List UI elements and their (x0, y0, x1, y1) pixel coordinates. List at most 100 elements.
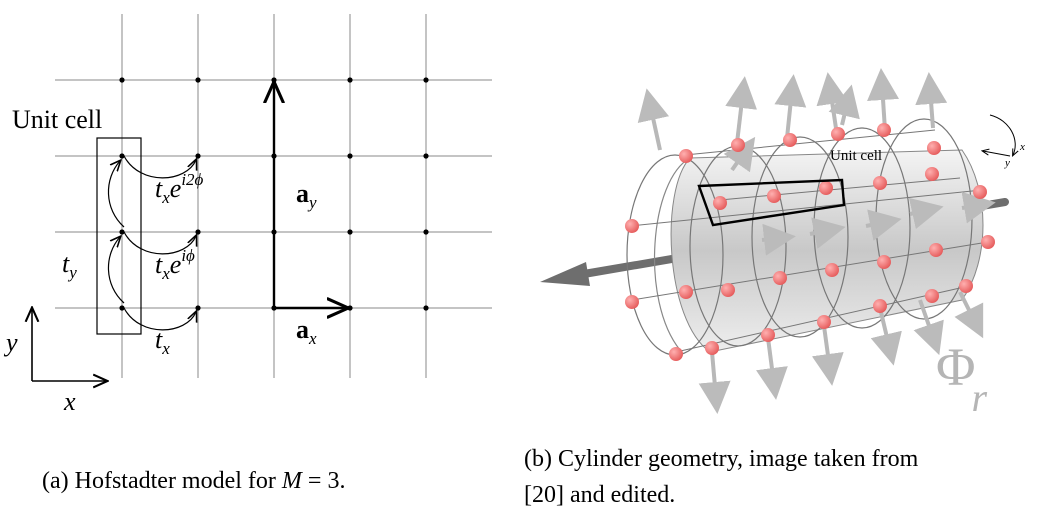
site (929, 243, 943, 257)
caption-a-text: (a) Hofstadter model for (42, 468, 282, 494)
site (925, 167, 939, 181)
spin-arrow (954, 291, 984, 339)
hofstadter-lattice-diagram: Unit cell tx txeiϕ txei2ϕ ty (3, 14, 492, 416)
hop-x-phase1-label: txeiϕ (155, 246, 195, 283)
site (825, 263, 839, 277)
lattice-site (195, 77, 201, 83)
lattice-site (119, 77, 125, 83)
lattice-site (195, 229, 201, 235)
lattice-site (423, 153, 429, 159)
spin-arrow (774, 74, 807, 139)
longitude-line (719, 177, 961, 201)
lattice-site (195, 305, 201, 311)
site (873, 299, 887, 313)
spin-arrow (637, 88, 670, 151)
site (721, 283, 735, 297)
unit-cell-label: Unit cell (12, 105, 102, 134)
spin-arrow (961, 191, 996, 224)
spin-arrow (809, 217, 846, 249)
lattice-site (347, 153, 353, 159)
site (783, 133, 797, 147)
site (877, 123, 891, 137)
vector-ax-label: ax (296, 315, 317, 348)
spin-arrow (761, 223, 796, 256)
caption-a-suffix: = 3. (301, 468, 346, 494)
site (981, 235, 995, 249)
lattice-site (423, 229, 429, 235)
vector-ay-label: ay (296, 179, 317, 212)
spin-arrow (915, 72, 948, 129)
caption-a: (a) Hofstadter model for M = 3. (42, 463, 345, 499)
hopping-x-arcs (123, 155, 196, 331)
site (817, 315, 831, 329)
site (679, 285, 693, 299)
lattice-site (347, 77, 353, 83)
axis-indicator-x-arc (989, 114, 1015, 155)
site (761, 328, 775, 342)
axis-y-label: y (3, 328, 18, 357)
site (973, 185, 987, 199)
hop-x-arc (123, 307, 196, 331)
lattice-site (119, 153, 125, 159)
unit-cell-box (697, 178, 846, 227)
site (959, 279, 973, 293)
spin-arrow (865, 209, 902, 241)
hop-y-arc-lower (107, 237, 125, 304)
coordinate-axes (32, 309, 106, 381)
axis-indicator-y-arrow (983, 151, 1011, 157)
spin-arrow (725, 76, 758, 144)
cylinder-sites (625, 123, 995, 361)
hofstadter-panel: Unit cell tx txeiϕ txei2ϕ ty (0, 0, 500, 519)
spin-arrow (867, 68, 900, 131)
caption-b-line2: [20] and edited. (524, 482, 676, 508)
spin-arrow (811, 325, 844, 386)
spin-arrow (698, 351, 731, 414)
caption-a-math: M (281, 468, 302, 494)
unit-cell-label: Unit cell (830, 148, 882, 164)
spin-arrow (913, 299, 944, 356)
lattice-site (347, 305, 353, 311)
lattice-vectors (274, 84, 346, 308)
lattice-site (119, 229, 125, 235)
site (731, 138, 745, 152)
site (705, 341, 719, 355)
spin-arrow (723, 136, 756, 173)
hopping-y-arcs (107, 161, 125, 304)
hop-x-phase2-arc (123, 155, 196, 179)
hop-y-label: ty (62, 249, 77, 282)
site (927, 141, 941, 155)
site (773, 271, 787, 285)
site (669, 347, 683, 361)
site (625, 295, 639, 309)
hop-x-phase2-label: txei2ϕ (155, 170, 204, 207)
unit-cell-box (96, 137, 142, 335)
hop-x-label: tx (155, 325, 170, 358)
site (873, 176, 887, 190)
spin-arrows (637, 68, 996, 414)
spin-arrow (828, 84, 860, 126)
spin-arrow (908, 197, 944, 230)
caption-b: (b) Cylinder geometry, image taken from … (524, 441, 918, 513)
site (679, 149, 693, 163)
axis-x-label: x (63, 387, 76, 416)
site (767, 189, 781, 203)
hop-x-phase1-arc (123, 231, 196, 255)
hop-y-arc-upper (107, 161, 125, 228)
spin-arrow (870, 307, 902, 366)
lattice-site (119, 305, 125, 311)
cylinder-geometry-diagram: Unit cell x y Φr (540, 68, 1025, 420)
site (625, 219, 639, 233)
lattice-site (271, 77, 277, 83)
site (877, 255, 891, 269)
lattice-site (423, 77, 429, 83)
lattice-site (423, 305, 429, 311)
caption-b-line1: (b) Cylinder geometry, image taken from (524, 446, 919, 472)
site (713, 196, 727, 210)
axis-indicator-y-label: y (1004, 157, 1010, 169)
longitude-line (629, 189, 983, 227)
flux-axis-arrowhead (540, 262, 590, 286)
longitude-line (684, 129, 936, 156)
ring (751, 136, 849, 338)
